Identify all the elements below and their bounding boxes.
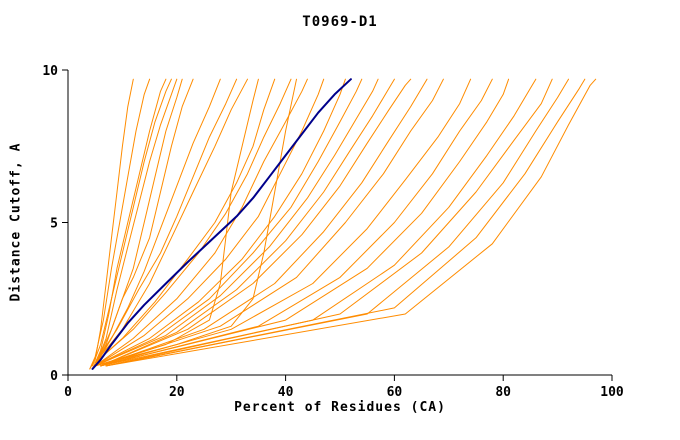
model-curve-model-24 — [100, 78, 472, 367]
model-curve-model-15 — [94, 78, 308, 367]
model-curve-model-04 — [92, 78, 172, 367]
model-curve-model-09 — [94, 78, 238, 364]
chart-title: T0969-D1 — [302, 14, 378, 30]
model-curve-model-21 — [100, 78, 412, 367]
model-curve-model-02 — [89, 78, 151, 370]
model-curve-model-26 — [100, 78, 510, 367]
y-tick-label: 0 — [50, 369, 58, 384]
model-curve-model-20 — [100, 78, 395, 367]
x-tick-label: 20 — [169, 385, 185, 400]
model-curve-model-08 — [94, 78, 221, 367]
model-curve-model-07 — [94, 78, 194, 367]
model-curve-model-11 — [94, 78, 259, 367]
model-curve-model-19 — [94, 78, 379, 367]
model-curve-model-05 — [94, 78, 178, 367]
x-tick-label: 40 — [278, 385, 294, 400]
x-tick-label: 0 — [64, 385, 72, 400]
model-curve-model-22 — [100, 78, 428, 367]
x-tick-label: 80 — [495, 385, 511, 400]
x-tick-label: 100 — [600, 385, 624, 400]
model-curve-model-03 — [92, 78, 167, 370]
model-curve-model-17 — [94, 78, 346, 367]
model-curve-model-10 — [94, 78, 248, 364]
model-curve-model-28 — [105, 78, 553, 367]
model-curve-model-16 — [94, 78, 325, 367]
model-curve-model-25 — [100, 78, 493, 367]
y-tick-label: 10 — [42, 64, 58, 79]
model-curve-model-14 — [94, 78, 292, 364]
model-curve-model-29 — [105, 78, 569, 367]
model-curve-model-27 — [100, 78, 537, 367]
model-curve-model-31 — [105, 78, 597, 367]
model-curve-model-13 — [94, 78, 297, 367]
model-curve-model-30 — [105, 78, 586, 367]
x-axis-label: Percent of Residues (CA) — [234, 400, 446, 415]
model-curve-model-18 — [94, 78, 363, 367]
model-curve-model-12 — [94, 78, 276, 364]
model-curve-model-23 — [100, 78, 444, 367]
x-tick-label: 60 — [387, 385, 403, 400]
model-curve-highlighted-model — [91, 78, 352, 370]
y-tick-label: 5 — [50, 217, 58, 232]
